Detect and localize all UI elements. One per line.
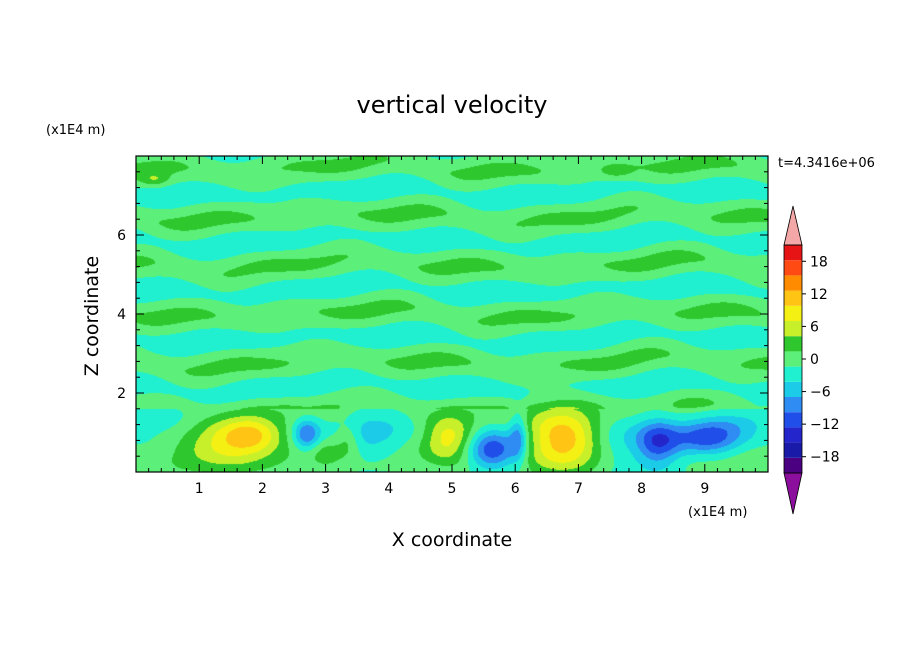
- colorbar-segment: [784, 321, 802, 337]
- x-axis-label: X coordinate: [392, 529, 512, 551]
- colorbar-tick-label: 0: [810, 352, 819, 368]
- x-tick-label: 3: [321, 481, 330, 497]
- colorbar-segment: [784, 397, 802, 413]
- colorbar: 18 12 6 0 −6 −12 −18: [783, 205, 840, 515]
- y-axis-ticks: 2 4 6: [117, 171, 768, 457]
- y-multiplier-label: (x1E4 m): [46, 123, 105, 138]
- contour-plot-area: 1 2 3 4 5 6 7 8 9 2 4 6: [117, 155, 769, 497]
- x-tick-label: 6: [511, 481, 520, 497]
- time-label: t=4.3416e+06: [778, 156, 875, 171]
- x-multiplier-label: (x1E4 m): [688, 505, 747, 520]
- x-tick-label: 4: [384, 481, 393, 497]
- colorbar-tick-label: −6: [810, 385, 831, 401]
- colorbar-segment: [784, 412, 802, 428]
- colorbar-segment: [784, 290, 802, 306]
- y-tick-label: 6: [117, 228, 126, 244]
- chart-title: vertical velocity: [357, 91, 548, 119]
- x-tick-label: 7: [574, 481, 583, 497]
- colorbar-tick-label: −18: [810, 450, 840, 466]
- x-tick-label: 9: [700, 481, 709, 497]
- y-tick-label: 2: [117, 386, 126, 402]
- x-tick-label: 8: [637, 481, 646, 497]
- colorbar-tick-label: 12: [810, 287, 828, 303]
- colorbar-over-triangle: [783, 205, 803, 246]
- contour-field: [136, 156, 768, 472]
- colorbar-segment: [784, 275, 802, 291]
- colorbar-segment: [784, 366, 802, 382]
- y-tick-label: 4: [117, 307, 126, 323]
- y-axis-label: Z coordinate: [81, 256, 103, 376]
- colorbar-tick-label: 6: [810, 319, 819, 335]
- colorbar-tick-label: −12: [810, 417, 840, 433]
- colorbar-segment: [784, 427, 802, 443]
- colorbar-segment: [784, 305, 802, 321]
- x-tick-label: 5: [448, 481, 457, 497]
- colorbar-segment: [784, 336, 802, 352]
- colorbar-segment: [784, 245, 802, 261]
- colorbar-segment: [784, 457, 802, 473]
- x-axis-ticks: 1 2 3 4 5 6 7 8 9: [148, 156, 756, 497]
- colorbar-segment: [784, 260, 802, 276]
- x-tick-label: 2: [258, 481, 267, 497]
- colorbar-tick-label: 18: [810, 254, 828, 270]
- colorbar-under-triangle: [783, 472, 803, 515]
- x-tick-label: 1: [195, 481, 204, 497]
- colorbar-segment: [784, 381, 802, 397]
- colorbar-segment: [784, 351, 802, 367]
- colorbar-segment: [784, 442, 802, 458]
